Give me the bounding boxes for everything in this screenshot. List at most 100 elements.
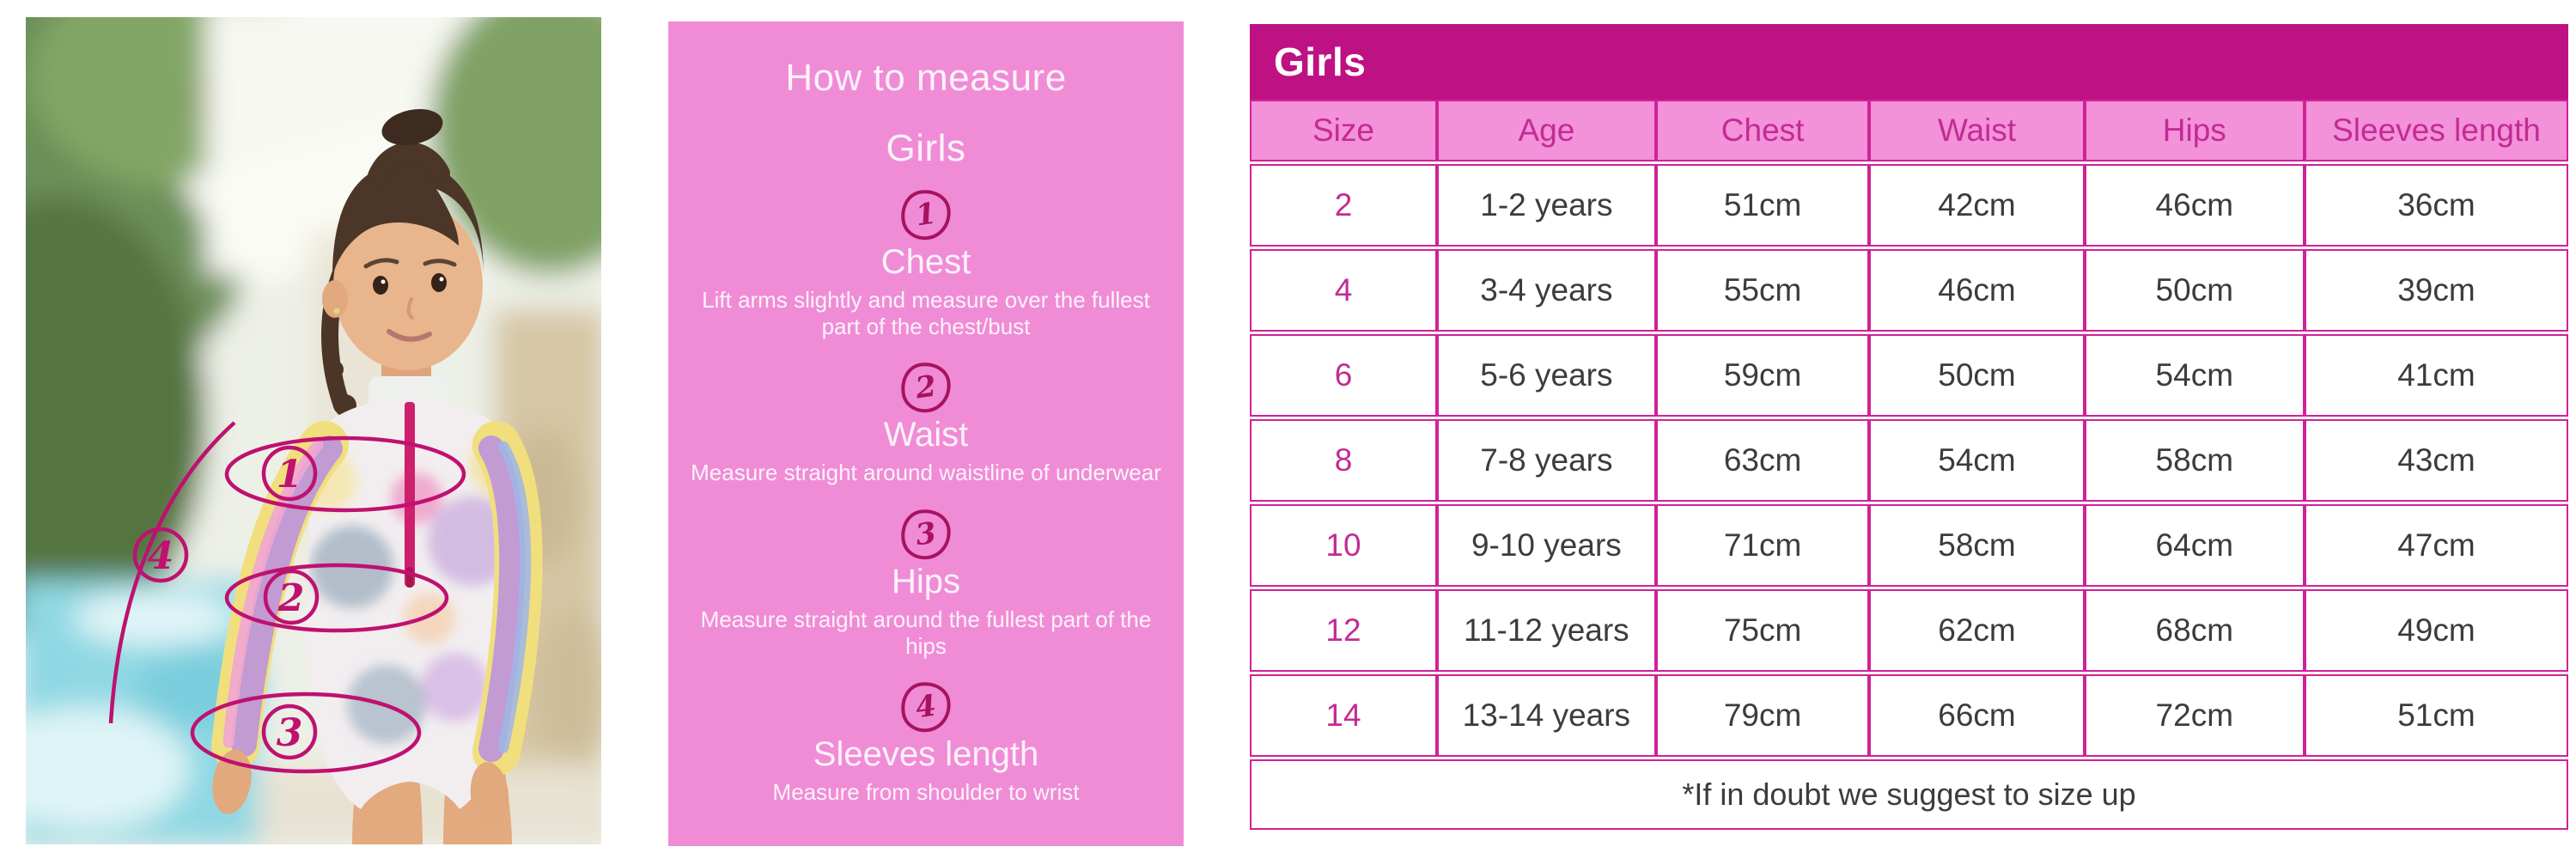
face-features <box>363 258 457 342</box>
age-cell: 5-6 years <box>1436 334 1656 417</box>
age-cell: 1-2 years <box>1436 164 1656 247</box>
size-chart-table: Size Age Chest Waist Hips Sleeves length… <box>1250 97 2568 832</box>
sleeves-cell: 47cm <box>2304 504 2568 587</box>
chest-cell: 55cm <box>1655 249 1870 332</box>
col-header-chest: Chest <box>1655 100 1870 161</box>
sleeves-cell: 39cm <box>2304 249 2568 332</box>
table-row: 2 1-2 years 51cm 42cm 46cm 36cm <box>1250 164 2568 247</box>
sleeves-cell: 43cm <box>2304 419 2568 502</box>
age-cell: 13-14 years <box>1436 674 1656 757</box>
chest-cell: 71cm <box>1655 504 1870 587</box>
how-to-measure-panel: How to measure Girls 1 Chest Lift arms s… <box>668 21 1184 846</box>
size-cell: 8 <box>1250 419 1437 502</box>
age-cell: 7-8 years <box>1436 419 1656 502</box>
table-row: 4 3-4 years 55cm 46cm 50cm 39cm <box>1250 249 2568 332</box>
measure-number-1: 1 <box>277 453 303 497</box>
age-cell: 9-10 years <box>1436 504 1656 587</box>
table-row: 14 13-14 years 79cm 66cm 72cm 51cm <box>1250 674 2568 757</box>
hips-cell: 54cm <box>2084 334 2305 417</box>
sleeves-cell: 49cm <box>2304 589 2568 672</box>
waist-cell: 66cm <box>1869 674 2085 757</box>
measure-point-3-icon <box>261 704 318 760</box>
right-sleeve <box>472 421 543 776</box>
hips-cell: 50cm <box>2084 249 2305 332</box>
waist-cell: 58cm <box>1869 504 2085 587</box>
size-cell: 2 <box>1250 164 1437 247</box>
step-1-title: Chest <box>880 243 971 281</box>
hips-cell: 72cm <box>2084 674 2305 757</box>
step-4-description: Measure from shoulder to wrist <box>772 778 1080 805</box>
size-cell: 10 <box>1250 504 1437 587</box>
step-2-title: Waist <box>883 416 969 454</box>
waist-cell: 62cm <box>1869 589 2085 672</box>
size-cell: 12 <box>1250 589 1437 672</box>
measure-step-hips: 3 Hips Measure straight around the fulle… <box>685 505 1166 660</box>
measure-step-chest: 1 Chest Lift arms slightly and measure o… <box>685 186 1166 340</box>
hair <box>332 161 484 277</box>
face <box>333 200 483 370</box>
measure-point-4-icon <box>132 527 189 583</box>
chest-cell: 63cm <box>1655 419 1870 502</box>
sleeve-measure-line <box>108 421 236 724</box>
waist-cell: 54cm <box>1869 419 2085 502</box>
waist-cell: 46cm <box>1869 249 2085 332</box>
measure-number-3: 3 <box>277 711 303 755</box>
sleeves-cell: 36cm <box>2304 164 2568 247</box>
size-up-footnote: *If in doubt we suggest to size up <box>1250 759 2568 830</box>
age-cell: 3-4 years <box>1436 249 1656 332</box>
chest-cell: 75cm <box>1655 589 1870 672</box>
waist-cell: 42cm <box>1869 164 2085 247</box>
measure-point-1-icon <box>261 445 318 502</box>
col-header-age: Age <box>1436 100 1656 161</box>
age-cell: 11-12 years <box>1436 589 1656 672</box>
measure-step-sleeves: 4 Sleeves length Measure from shoulder t… <box>685 679 1166 806</box>
measure-step-waist: 2 Waist Measure straight around waistlin… <box>685 359 1166 486</box>
table-row: 12 11-12 years 75cm 62cm 68cm 49cm <box>1250 589 2568 672</box>
right-hand <box>470 762 509 827</box>
step-3-title: Hips <box>891 562 961 600</box>
step-4-title: Sleeves length <box>813 734 1039 773</box>
col-header-size: Size <box>1250 100 1437 161</box>
step-3-badge-icon: 3 <box>898 505 954 563</box>
size-chart-title: Girls <box>1250 24 2568 100</box>
sleeves-cell: 51cm <box>2304 674 2568 757</box>
girl-figure <box>211 109 543 844</box>
table-row: 8 7-8 years 63cm 54cm 58cm 43cm <box>1250 419 2568 502</box>
sleeves-cell: 41cm <box>2304 334 2568 417</box>
step-4-badge-icon: 4 <box>898 679 954 735</box>
size-chart: Girls Size Age Chest Waist Hips Sleeves … <box>1250 24 2568 832</box>
waist-cell: 50cm <box>1869 334 2085 417</box>
col-header-waist: Waist <box>1869 100 2085 161</box>
hips-cell: 68cm <box>2084 589 2305 672</box>
left-sleeve <box>211 421 349 770</box>
model-photo-illustration: 1 2 3 4 <box>26 17 601 844</box>
waist-measure-ellipse <box>224 563 449 633</box>
step-3-description: Measure straight around the fullest part… <box>700 606 1152 659</box>
panel-title-line2: Girls <box>886 127 966 169</box>
panel-title-line1: How to measure <box>785 57 1067 99</box>
step-1-badge-icon: 1 <box>898 186 954 243</box>
model-photo: 1 2 3 4 <box>26 17 601 844</box>
step-2-badge-icon: 2 <box>898 359 954 417</box>
chest-cell: 59cm <box>1655 334 1870 417</box>
hips-cell: 46cm <box>2084 164 2305 247</box>
measure-number-4: 4 <box>148 534 174 578</box>
chest-cell: 79cm <box>1655 674 1870 757</box>
hips-cell: 64cm <box>2084 504 2305 587</box>
col-header-hips: Hips <box>2084 100 2305 161</box>
size-cell: 14 <box>1250 674 1437 757</box>
hair-bun <box>381 109 443 145</box>
step-2-description: Measure straight around waistline of und… <box>691 460 1161 486</box>
hips-cell: 58cm <box>2084 419 2305 502</box>
table-row: 6 5-6 years 59cm 50cm 54cm 41cm <box>1250 334 2568 417</box>
panel-title: How to measure Girls <box>685 59 1166 168</box>
footnote-row: *If in doubt we suggest to size up <box>1250 759 2568 830</box>
measurement-numbers: 1 2 3 4 <box>148 453 305 755</box>
measure-point-2-icon <box>263 569 320 625</box>
column-header-row: Size Age Chest Waist Hips Sleeves length <box>1250 100 2568 161</box>
chest-measure-ellipse <box>224 436 466 513</box>
step-1-description: Lift arms slightly and measure over the … <box>702 287 1150 340</box>
size-cell: 4 <box>1250 249 1437 332</box>
measurement-annotations <box>108 421 466 774</box>
